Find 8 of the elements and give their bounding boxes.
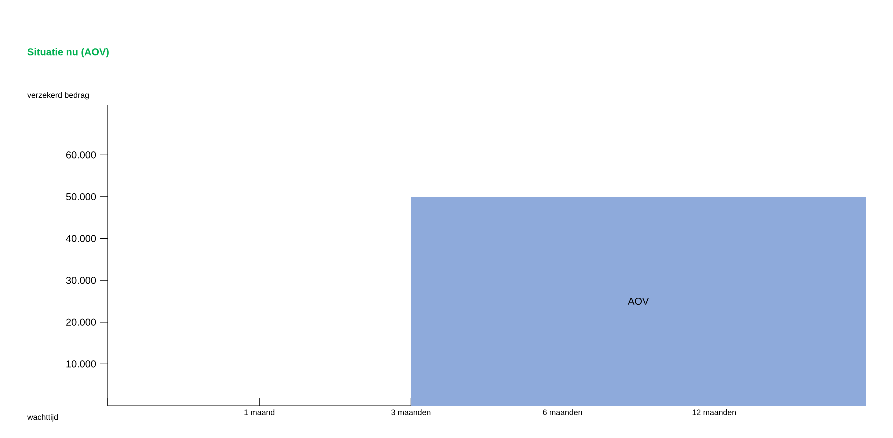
y-tick-label: 40.000 xyxy=(66,235,96,242)
y-tick-label: 20.000 xyxy=(66,318,96,326)
y-tick-label: 50.000 xyxy=(66,193,96,200)
chart-title: Situatie nu (AOV) xyxy=(28,48,109,58)
y-tick-label: 10.000 xyxy=(66,360,96,368)
y-tick-label: 30.000 xyxy=(66,277,96,284)
y-tick-label: 60.000 xyxy=(66,152,96,159)
series-label: AOV xyxy=(628,298,650,306)
